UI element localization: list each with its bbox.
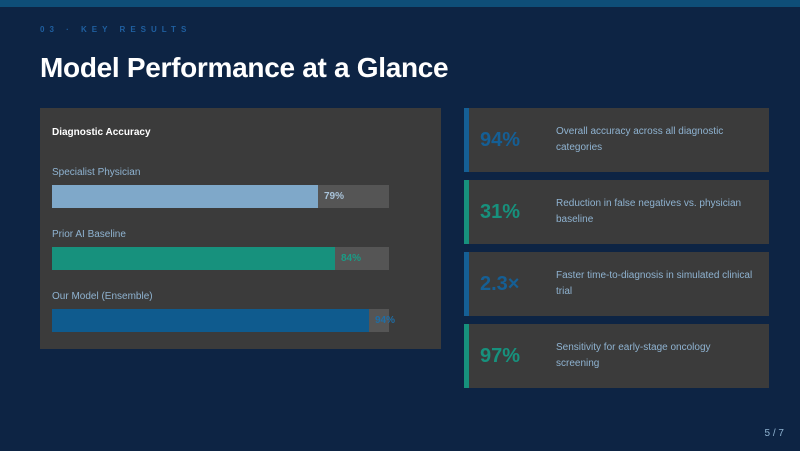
chart-title: Diagnostic Accuracy [52, 127, 151, 138]
section-kicker: 03 · KEY RESULTS [40, 25, 192, 34]
bar-track-our-model: 94% [52, 309, 395, 332]
bar-value-prior-ai: 84% [341, 253, 362, 264]
top-accent-bar [0, 0, 800, 7]
stat-card-false-negatives: 31% Reduction in false negatives vs. phy… [464, 180, 769, 244]
stat-value: 2.3× [480, 273, 520, 295]
bar-label-our-model: Our Model (Ensemble) [52, 291, 153, 302]
stat-card-sensitivity: 97% Sensitivity for early-stage oncology… [464, 324, 769, 388]
page-title: Model Performance at a Glance [40, 52, 449, 83]
stat-description: Faster time-to-diagnosis in simulated cl… [556, 270, 753, 297]
diagnostic-accuracy-card: Diagnostic Accuracy Specialist Physician… [40, 108, 441, 349]
bar-track-specialist: 79% [52, 185, 389, 208]
bar-track-prior-ai: 84% [52, 247, 389, 270]
stat-value: 94% [480, 129, 521, 151]
bar-value-specialist: 79% [324, 191, 345, 202]
stat-value: 31% [480, 201, 521, 223]
stat-accent [464, 108, 469, 172]
bar-fill-our-model [52, 309, 369, 332]
stat-card-time-to-diagnosis: 2.3× Faster time-to-diagnosis in simulat… [464, 252, 769, 316]
stat-description: Sensitivity for early-stage oncology scr… [556, 342, 711, 369]
stat-card-accuracy: 94% Overall accuracy across all diagnost… [464, 108, 769, 172]
bar-fill-prior-ai [52, 247, 335, 270]
stat-description: Reduction in false negatives vs. physici… [556, 198, 742, 225]
stat-description: Overall accuracy across all diagnostic c… [556, 126, 724, 153]
stat-accent [464, 252, 469, 316]
page-number: 5 / 7 [764, 428, 784, 439]
bar-fill-specialist [52, 185, 318, 208]
stat-accent [464, 180, 469, 244]
bar-label-prior-ai: Prior AI Baseline [52, 229, 126, 240]
bar-value-our-model: 94% [375, 315, 396, 326]
stat-accent [464, 324, 469, 388]
bar-label-specialist: Specialist Physician [52, 167, 141, 178]
stat-value: 97% [480, 345, 521, 367]
